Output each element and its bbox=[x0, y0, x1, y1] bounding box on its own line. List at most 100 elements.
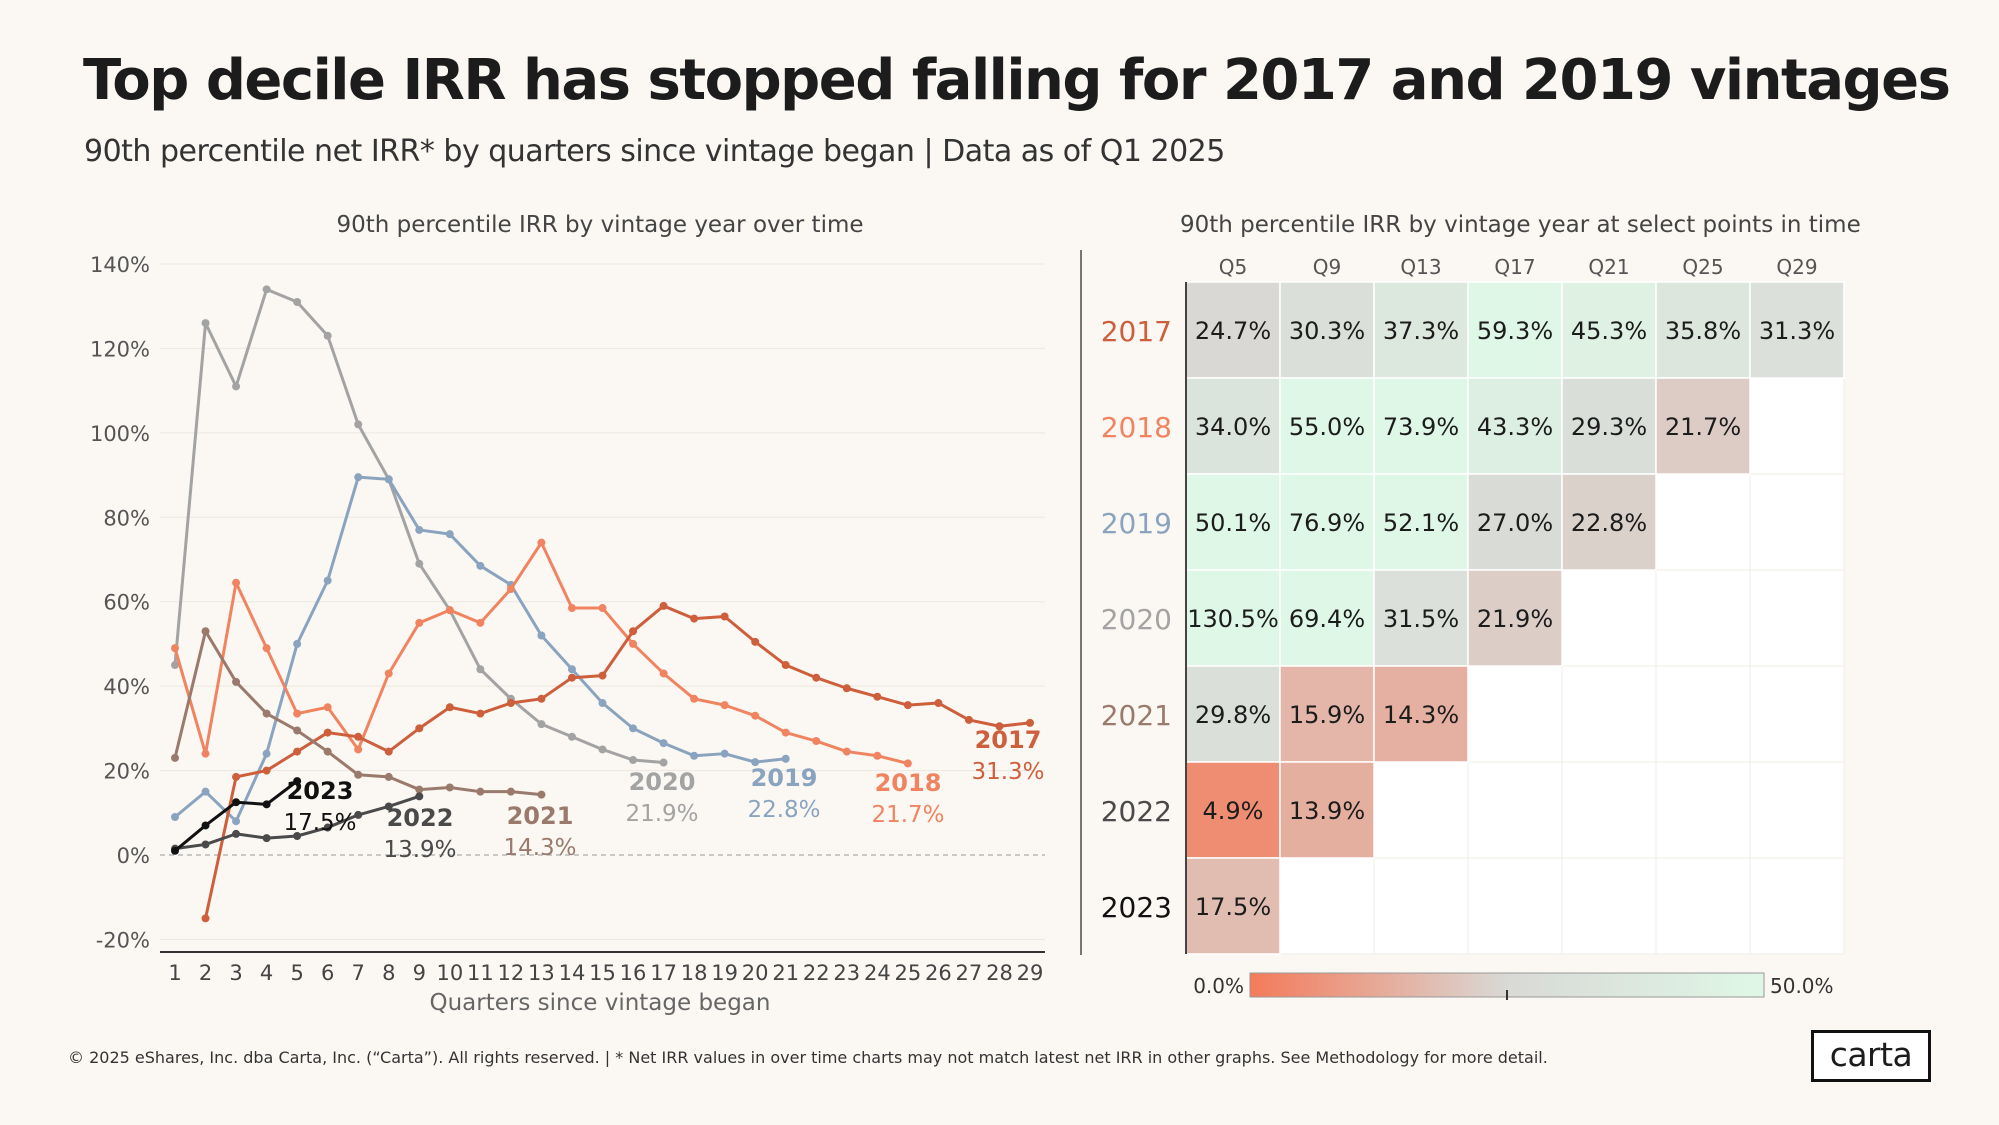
data-point-2017 bbox=[506, 699, 515, 708]
series-label-2022: 2022 bbox=[387, 804, 454, 832]
data-point-2023 bbox=[201, 821, 210, 830]
data-point-2023 bbox=[232, 798, 241, 807]
data-point-2019 bbox=[232, 817, 241, 826]
series-value-2020: 21.9% bbox=[625, 801, 698, 827]
footer-note: © 2025 eShares, Inc. dba Carta, Inc. (“C… bbox=[68, 1048, 1548, 1067]
data-point-2017 bbox=[262, 766, 271, 775]
data-point-2019 bbox=[598, 699, 607, 708]
x-tick-label: 6 bbox=[321, 961, 334, 985]
data-point-2017 bbox=[323, 728, 332, 737]
data-point-2018 bbox=[629, 639, 638, 648]
data-point-2022 bbox=[323, 823, 332, 832]
y-tick-label: 100% bbox=[90, 422, 150, 446]
data-point-2018 bbox=[476, 618, 485, 627]
data-point-2019 bbox=[537, 631, 546, 640]
data-point-2019 bbox=[354, 473, 363, 482]
x-tick-label: 16 bbox=[620, 961, 647, 985]
data-point-2019 bbox=[690, 751, 699, 760]
data-point-2017 bbox=[293, 747, 302, 756]
data-point-2021 bbox=[171, 753, 179, 762]
x-tick-label: 17 bbox=[650, 961, 677, 985]
data-point-2017 bbox=[445, 703, 454, 712]
x-tick-label: 15 bbox=[589, 961, 616, 985]
data-point-2017 bbox=[598, 671, 607, 680]
x-tick-label: 22 bbox=[803, 961, 830, 985]
data-point-2019 bbox=[781, 754, 790, 763]
x-tick-label: 13 bbox=[528, 961, 555, 985]
data-point-2018 bbox=[751, 711, 760, 720]
data-point-2017 bbox=[537, 694, 546, 703]
data-point-2018 bbox=[201, 749, 210, 758]
data-point-2018 bbox=[659, 669, 668, 678]
x-tick-label: 9 bbox=[413, 961, 426, 985]
carta-logo: carta bbox=[1811, 1030, 1931, 1082]
data-point-2020 bbox=[415, 559, 424, 568]
data-point-2017 bbox=[476, 709, 485, 718]
data-point-2019 bbox=[751, 758, 760, 767]
data-point-2019 bbox=[323, 576, 332, 585]
data-point-2019 bbox=[659, 739, 668, 748]
data-point-2019 bbox=[476, 561, 485, 570]
x-tick-label: 1 bbox=[168, 961, 181, 985]
data-point-2019 bbox=[262, 749, 271, 758]
y-tick-label: 140% bbox=[90, 253, 150, 277]
x-tick-label: 8 bbox=[382, 961, 395, 985]
series-label-2021: 2021 bbox=[507, 802, 574, 830]
data-point-2021 bbox=[384, 772, 393, 781]
x-axis-label: Quarters since vintage began bbox=[430, 990, 771, 1016]
x-tick-label: 21 bbox=[772, 961, 799, 985]
data-point-2017 bbox=[384, 747, 393, 756]
data-point-2017 bbox=[201, 914, 210, 923]
data-point-2020 bbox=[232, 382, 241, 391]
data-point-2017 bbox=[751, 637, 760, 646]
data-point-2019 bbox=[720, 749, 729, 758]
data-point-2017 bbox=[659, 601, 668, 610]
data-point-2019 bbox=[384, 475, 393, 484]
data-point-2017 bbox=[781, 661, 790, 670]
page-subtitle: 90th percentile net IRR* by quarters sin… bbox=[84, 134, 1225, 169]
data-point-2021 bbox=[262, 709, 271, 718]
data-point-2018 bbox=[384, 669, 393, 678]
data-point-2021 bbox=[293, 726, 302, 735]
data-point-2018 bbox=[537, 538, 546, 547]
data-point-2020 bbox=[354, 420, 363, 429]
x-tick-label: 2 bbox=[199, 961, 212, 985]
data-point-2020 bbox=[323, 331, 332, 340]
x-tick-label: 24 bbox=[864, 961, 891, 985]
data-point-2018 bbox=[873, 751, 882, 760]
data-point-2017 bbox=[934, 699, 943, 708]
data-point-2017 bbox=[995, 722, 1004, 731]
data-point-2021 bbox=[323, 747, 332, 756]
series-label-2020: 2020 bbox=[629, 768, 696, 796]
x-tick-label: 20 bbox=[742, 961, 769, 985]
data-point-2020 bbox=[567, 732, 576, 741]
data-point-2018 bbox=[506, 585, 515, 594]
data-point-2021 bbox=[354, 770, 363, 779]
series-value-2019: 22.8% bbox=[747, 797, 820, 823]
data-point-2017 bbox=[812, 673, 821, 682]
series-label-2017: 2017 bbox=[975, 726, 1042, 754]
x-tick-label: 28 bbox=[986, 961, 1013, 985]
data-point-2023 bbox=[262, 800, 271, 809]
data-point-2017 bbox=[629, 627, 638, 636]
x-tick-label: 12 bbox=[498, 961, 525, 985]
data-point-2018 bbox=[262, 644, 271, 653]
data-point-2020 bbox=[659, 758, 668, 767]
data-point-2018 bbox=[171, 644, 179, 653]
data-point-2018 bbox=[720, 701, 729, 710]
data-point-2020 bbox=[537, 720, 546, 729]
x-tick-label: 27 bbox=[956, 961, 983, 985]
line-chart-title: 90th percentile IRR by vintage year over… bbox=[336, 212, 864, 238]
data-point-2019 bbox=[171, 813, 179, 822]
x-tick-label: 19 bbox=[711, 961, 738, 985]
data-point-2017 bbox=[1026, 718, 1034, 727]
data-point-2022 bbox=[293, 832, 302, 841]
x-tick-label: 3 bbox=[229, 961, 242, 985]
data-point-2017 bbox=[354, 732, 363, 741]
data-point-2022 bbox=[354, 810, 363, 819]
data-point-2021 bbox=[537, 790, 546, 799]
data-point-2019 bbox=[201, 787, 210, 796]
data-point-2017 bbox=[903, 701, 912, 710]
data-point-2020 bbox=[171, 661, 179, 670]
